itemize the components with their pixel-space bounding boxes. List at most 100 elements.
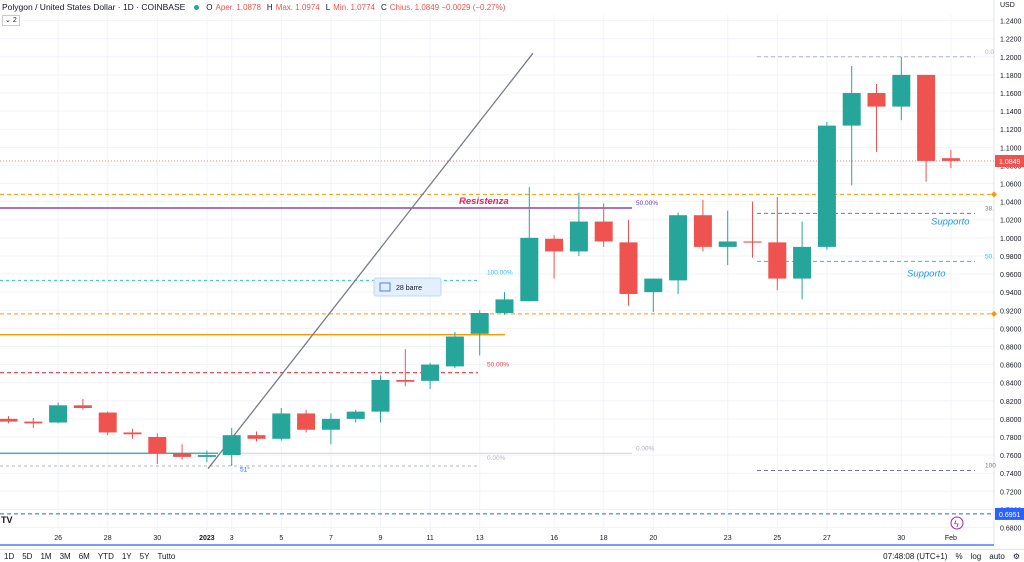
candle bbox=[197, 450, 216, 463]
candle bbox=[941, 150, 960, 169]
candle-body bbox=[867, 93, 886, 107]
price-tick-label: 0.9000 bbox=[1000, 326, 1022, 333]
range-1m[interactable]: 1M bbox=[40, 551, 52, 561]
candle-body bbox=[173, 453, 192, 457]
price-tick-label: 0.8800 bbox=[1000, 344, 1022, 351]
log-toggle[interactable]: log bbox=[970, 551, 982, 561]
fib-right-50-label: 50. bbox=[985, 253, 994, 260]
time-tick-label: 13 bbox=[476, 535, 484, 542]
candle bbox=[49, 402, 68, 424]
price-tick-label: 1.1600 bbox=[1000, 91, 1022, 98]
time-tick-label: 2023 bbox=[199, 535, 215, 542]
range-5d[interactable]: 5D bbox=[22, 551, 33, 561]
price-tick-label: 1.1400 bbox=[1000, 109, 1022, 116]
range-ytd[interactable]: YTD bbox=[97, 551, 114, 561]
fib-50-upper-label: 50.00% bbox=[636, 200, 658, 207]
candle bbox=[520, 187, 539, 302]
candle bbox=[569, 192, 588, 256]
auto-toggle[interactable]: auto bbox=[989, 551, 1005, 561]
candle bbox=[371, 375, 390, 423]
range-5y[interactable]: 5Y bbox=[139, 551, 150, 561]
gear-icon[interactable]: ⚙ bbox=[1012, 551, 1020, 561]
lightning-icon bbox=[950, 516, 964, 530]
fib-0-secondary-label: 0.00% bbox=[636, 445, 655, 452]
price-tick-label: 1.1000 bbox=[1000, 145, 1022, 152]
time-tick-label: 7 bbox=[329, 535, 333, 542]
candle-body bbox=[346, 411, 365, 419]
candle-body bbox=[222, 435, 241, 456]
range-3m[interactable]: 3M bbox=[59, 551, 71, 561]
bottom-toolbar: 1D 5D 1M 3M 6M YTD 1Y 5Y Tutto 07:48:08 … bbox=[0, 549, 1024, 562]
price-tick-label: 0.8600 bbox=[1000, 363, 1022, 370]
range-all[interactable]: Tutto bbox=[157, 551, 176, 561]
high-value: Max. 1.0974 bbox=[275, 2, 320, 12]
time-tick-label: 28 bbox=[104, 535, 112, 542]
indicator-collapse-button[interactable]: ⌄ 2 bbox=[2, 15, 20, 26]
candle bbox=[98, 411, 117, 436]
candle bbox=[545, 235, 564, 279]
time-tick-label: 9 bbox=[379, 535, 383, 542]
candle-body bbox=[470, 312, 489, 334]
range-1d[interactable]: 1D bbox=[4, 551, 15, 561]
candle bbox=[0, 416, 18, 424]
symbol-title[interactable]: Polygon / United States Dollar · 1D · CO… bbox=[2, 2, 186, 12]
time-tick-label: 20 bbox=[649, 535, 657, 542]
range-6m[interactable]: 6M bbox=[78, 551, 90, 561]
price-tick-label: 1.0400 bbox=[1000, 200, 1022, 207]
bars-count-box bbox=[373, 277, 442, 297]
candle bbox=[495, 292, 514, 315]
candle bbox=[892, 56, 911, 121]
fib-retracement-right bbox=[757, 56, 975, 471]
candle bbox=[396, 349, 415, 387]
chart-legend-header: Polygon / United States Dollar · 1D · CO… bbox=[0, 0, 508, 14]
tradingview-logo: TV bbox=[1, 515, 13, 525]
fib-0-label: 0.00% bbox=[487, 455, 506, 462]
candle-body bbox=[619, 242, 638, 294]
time-tick-label: 30 bbox=[897, 535, 905, 542]
last-price-badge-text: 1.0849 bbox=[999, 159, 1021, 166]
fib-right-38-label: 38. bbox=[985, 205, 994, 212]
indicator-count: 2 bbox=[12, 17, 17, 24]
candles bbox=[0, 56, 960, 466]
bars-count-label: 28 barre bbox=[396, 285, 422, 292]
candle bbox=[793, 221, 812, 300]
ruler-icon bbox=[379, 282, 391, 292]
price-tick-label: 1.2000 bbox=[1000, 55, 1022, 62]
alert-diamond-icon bbox=[991, 191, 997, 198]
candle-body bbox=[842, 93, 861, 126]
price-tick-label: 0.8000 bbox=[1000, 417, 1022, 424]
percent-toggle[interactable]: % bbox=[955, 551, 963, 561]
low-label: L bbox=[325, 2, 331, 12]
bars-count-pill: 28 barre bbox=[373, 277, 442, 297]
price-tick-label: 1.2400 bbox=[1000, 19, 1022, 26]
range-1y[interactable]: 1Y bbox=[121, 551, 132, 561]
price-tick-label: 1.1200 bbox=[1000, 127, 1022, 134]
price-tick-label: 1.2200 bbox=[1000, 37, 1022, 44]
candle bbox=[470, 310, 489, 356]
clock-readout[interactable]: 07:48:08 (UTC+1) bbox=[883, 551, 948, 561]
low-value: Min. 1.0774 bbox=[333, 2, 375, 12]
candle-body bbox=[495, 299, 514, 313]
open-label: O bbox=[206, 2, 213, 12]
candle-body bbox=[594, 221, 613, 242]
candle bbox=[693, 199, 712, 252]
candle-body bbox=[49, 405, 68, 423]
fib-right-100-label: 100 bbox=[985, 462, 996, 469]
time-tick-label: 3 bbox=[230, 535, 234, 542]
candle-body bbox=[371, 379, 390, 412]
candle bbox=[24, 417, 43, 428]
candle-body bbox=[421, 364, 440, 381]
currency-label: USD bbox=[1000, 2, 1015, 9]
candle-body bbox=[693, 215, 712, 247]
open-value: Aper. 1.0878 bbox=[215, 2, 261, 12]
price-axis-labels: 1.2400 1.2200 1.2000 1.1800 1.1600 1.1400 1.12… bbox=[1000, 2, 1022, 533]
candle-body bbox=[743, 241, 762, 243]
chevron-down-icon: ⌄ bbox=[5, 17, 11, 24]
candle bbox=[73, 398, 92, 410]
price-tick-label: 0.9400 bbox=[1000, 290, 1022, 297]
fib-100-label: 100.00% bbox=[487, 269, 513, 276]
fib-retracement-left bbox=[0, 279, 632, 467]
price-tick-label: 0.7800 bbox=[1000, 435, 1022, 442]
candle-body bbox=[148, 436, 167, 454]
